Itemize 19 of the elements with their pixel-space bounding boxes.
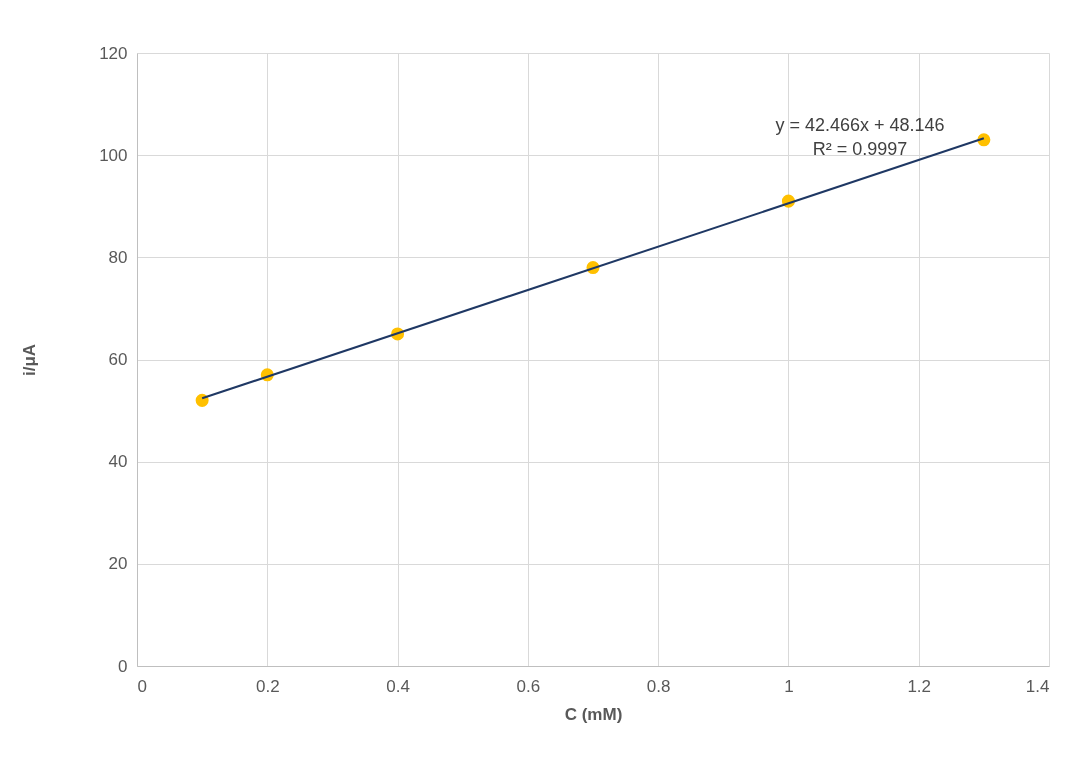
annotation: R² = 0.9997 <box>812 139 908 159</box>
y-tick-label: 40 <box>108 452 128 472</box>
x-tick-label: 1.4 <box>1025 676 1050 696</box>
x-tick-label: 0.2 <box>255 676 280 696</box>
y-axis-title: i/μA <box>20 343 40 377</box>
x-tick-label: 0.8 <box>646 676 671 696</box>
x-tick-label: 1.2 <box>907 676 932 696</box>
x-tick-label: 0.6 <box>516 676 541 696</box>
x-tick-label: 1 <box>784 676 794 696</box>
y-tick-label: 20 <box>108 554 128 574</box>
y-tick-label: 120 <box>99 43 128 63</box>
x-tick-label: 0 <box>137 676 147 696</box>
y-tick-label: 60 <box>108 350 128 369</box>
y-tick-label: 0 <box>118 656 128 676</box>
annotation: y = 42.466x + 48.146 <box>775 115 945 135</box>
x-tick-label: 0.4 <box>386 676 410 696</box>
x-axis-title: C (mM) <box>564 704 623 724</box>
y-tick-label: 100 <box>99 145 128 165</box>
y-tick-label: 80 <box>108 247 128 267</box>
